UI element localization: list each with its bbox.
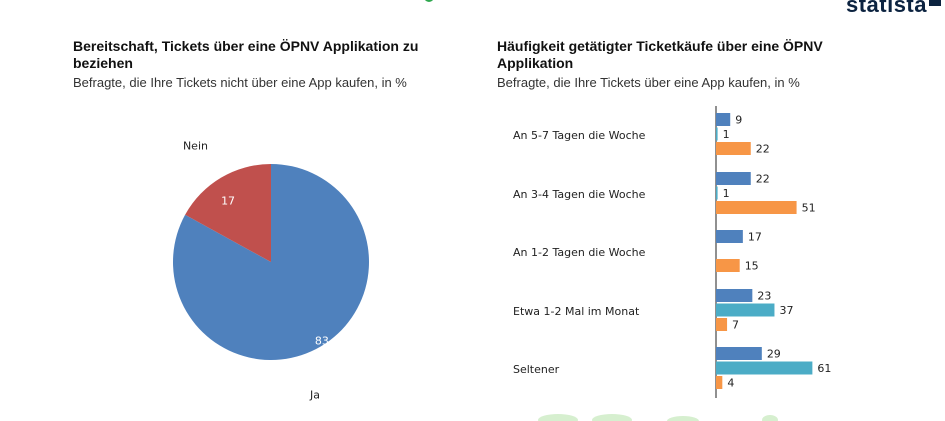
bar-orange[interactable] [716, 201, 797, 214]
bar-value-label: 1 [723, 128, 730, 141]
bar-value-label: 29 [767, 348, 781, 361]
bar-value-label: 17 [748, 231, 762, 244]
bar-blue[interactable] [716, 172, 751, 185]
bar-value-label: 37 [779, 304, 793, 317]
bar-value-label: 15 [745, 260, 759, 273]
bar-value-label: 51 [802, 202, 816, 215]
bar-blue[interactable] [716, 113, 731, 126]
right-chart-title: Häufigkeit getätigter Ticketkäufe über e… [497, 38, 823, 71]
pie-slice-nein[interactable] [185, 164, 271, 262]
bar-value-label: 23 [757, 290, 771, 303]
bar-value-label: 4 [727, 377, 734, 390]
category-label: An 1-2 Tagen die Woche [513, 246, 646, 259]
decor-dot [667, 416, 699, 421]
bar-value-label: 22 [756, 143, 770, 156]
logo-icon [929, 0, 941, 6]
bar-blue[interactable] [716, 289, 753, 302]
bar-teal[interactable] [716, 127, 718, 141]
bar-value-label: 22 [756, 173, 770, 186]
pie-value-label: 17 [221, 195, 235, 208]
pie-category-label: Ja [309, 388, 320, 401]
bar-orange[interactable] [716, 318, 728, 331]
bar-teal[interactable] [716, 361, 813, 375]
bar-orange[interactable] [716, 376, 723, 389]
bar-orange[interactable] [716, 259, 740, 272]
bar-orange[interactable] [716, 142, 751, 155]
bottom-decor [538, 414, 778, 421]
category-label: An 3-4 Tagen die Woche [513, 188, 646, 201]
bar-value-label: 1 [723, 187, 730, 200]
decor-dot [538, 414, 578, 421]
pie-chart: 83 Ja 17 Nein [173, 140, 370, 401]
category-label: Seltener [513, 363, 560, 376]
category-label: Etwa 1-2 Mal im Monat [513, 305, 640, 318]
bar-value-label: 7 [732, 319, 739, 332]
right-chart-subtitle: Befragte, die Ihre Tickets über eine App… [497, 75, 800, 90]
bar-teal[interactable] [716, 186, 718, 200]
pie-category-label: Nein [183, 140, 208, 153]
bar-value-label: 9 [735, 114, 742, 127]
left-chart-subtitle: Befragte, die Ihre Tickets nicht über ei… [73, 75, 407, 90]
left-chart-title: Bereitschaft, Tickets über eine ÖPNV App… [73, 38, 419, 71]
bar-blue[interactable] [716, 230, 743, 243]
bar-blue[interactable] [716, 347, 762, 360]
logo-text: statista [845, 0, 927, 17]
bar-teal[interactable] [716, 303, 775, 317]
decor-dot [592, 414, 632, 421]
brand-mark-fragment [424, 0, 434, 2]
decor-dot [762, 415, 778, 421]
pie-value-label: 83 [315, 334, 329, 347]
category-label: An 5-7 Tagen die Woche [513, 129, 646, 142]
statista-logo[interactable]: statista [846, 0, 927, 18]
bar-value-label: 61 [817, 362, 831, 375]
